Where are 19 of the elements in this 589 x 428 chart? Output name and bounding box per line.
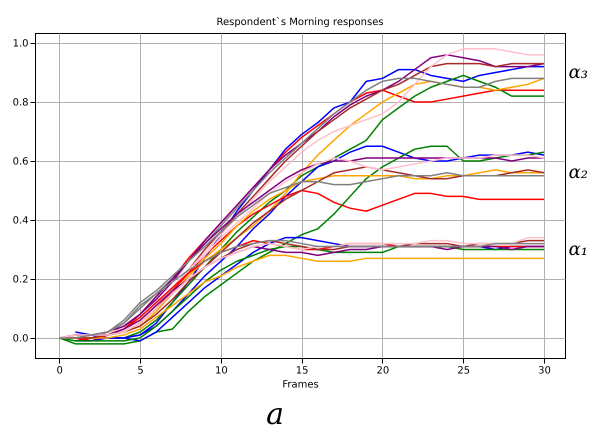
text: α₁: [568, 239, 588, 260]
y-tick-label: 0.0: [12, 333, 28, 344]
x-tick-label: 30: [538, 366, 551, 376]
y-tick-label: 0.2: [12, 274, 28, 286]
text: a: [266, 397, 284, 428]
x-tick-label: 5: [137, 366, 144, 376]
chart-title: Respondent`s Morning responses: [216, 17, 384, 28]
y-tick-label: 1.0: [12, 38, 28, 50]
y-tick-label: 0.8: [12, 98, 28, 109]
x-tick-label: 10: [214, 366, 228, 376]
x-tick-label: 20: [376, 366, 390, 376]
text: α₂: [568, 162, 588, 183]
x-tick-label: 15: [296, 366, 308, 376]
x-axis-title: Frames: [282, 380, 319, 390]
text: α₃: [568, 62, 588, 83]
y-tick-label: 0.4: [12, 215, 28, 226]
x-tick-label: 0: [56, 366, 63, 376]
x-tick-label: 25: [457, 366, 470, 376]
y-tick-label: 0.6: [12, 156, 28, 168]
